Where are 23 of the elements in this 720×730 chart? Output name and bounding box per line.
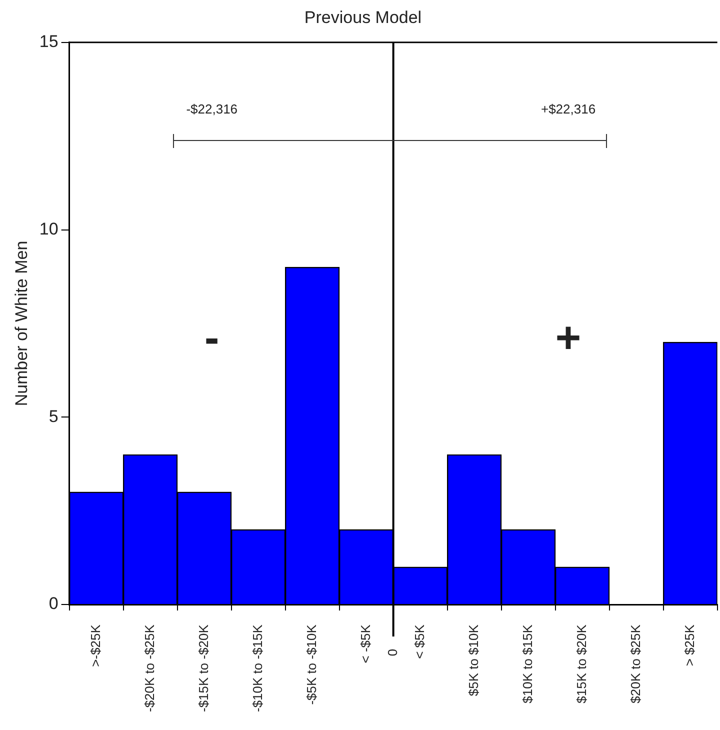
annotation: + <box>555 313 582 362</box>
annotation: - <box>204 313 220 362</box>
x-tick-label: < -$5K <box>358 624 373 664</box>
x-tick-label: -$10K to -$15K <box>250 624 265 712</box>
y-tick-label: 5 <box>48 406 58 426</box>
annotation: -$22,316 <box>186 101 238 116</box>
chart-title: Previous Model <box>304 8 422 27</box>
y-tick-label: 15 <box>39 32 58 52</box>
x-tick-label: -$20K to -$25K <box>142 624 157 712</box>
x-tick-label: -$5K to -$10K <box>304 624 319 705</box>
x-tick-label: -$15K to -$20K <box>196 624 211 712</box>
y-tick-label: 0 <box>48 594 58 614</box>
x-tick-label: >-$25K <box>88 624 103 667</box>
y-axis-title: Number of White Men <box>12 240 31 406</box>
x-tick-label: < $5K <box>412 624 427 659</box>
x-tick-label: $20K to $25K <box>628 624 643 704</box>
x-tick-label: $15K to $20K <box>574 624 589 704</box>
annotation: +$22,316 <box>540 101 596 116</box>
y-tick-label: 10 <box>39 219 58 238</box>
x-tick-label: $10K to $15K <box>520 624 535 704</box>
text: 0 <box>384 648 400 656</box>
x-tick-label: > $25K <box>682 624 697 666</box>
x-tick-label: $5K to $10K <box>466 624 481 696</box>
